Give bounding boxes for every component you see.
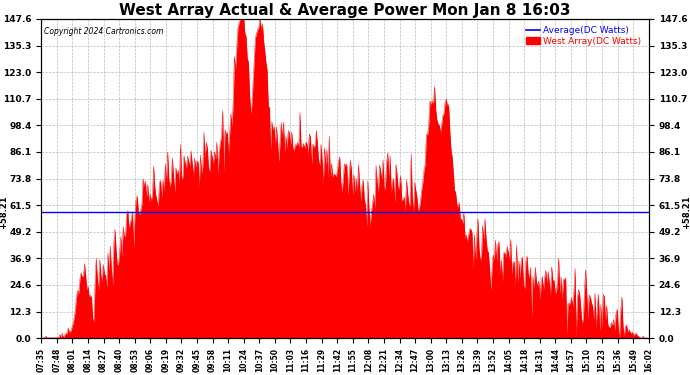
Text: Copyright 2024 Cartronics.com: Copyright 2024 Cartronics.com <box>44 27 164 36</box>
Text: +58.21: +58.21 <box>682 195 690 229</box>
Text: +58.21: +58.21 <box>0 195 8 229</box>
Legend: Average(DC Watts), West Array(DC Watts): Average(DC Watts), West Array(DC Watts) <box>524 24 644 49</box>
Title: West Array Actual & Average Power Mon Jan 8 16:03: West Array Actual & Average Power Mon Ja… <box>119 3 571 18</box>
